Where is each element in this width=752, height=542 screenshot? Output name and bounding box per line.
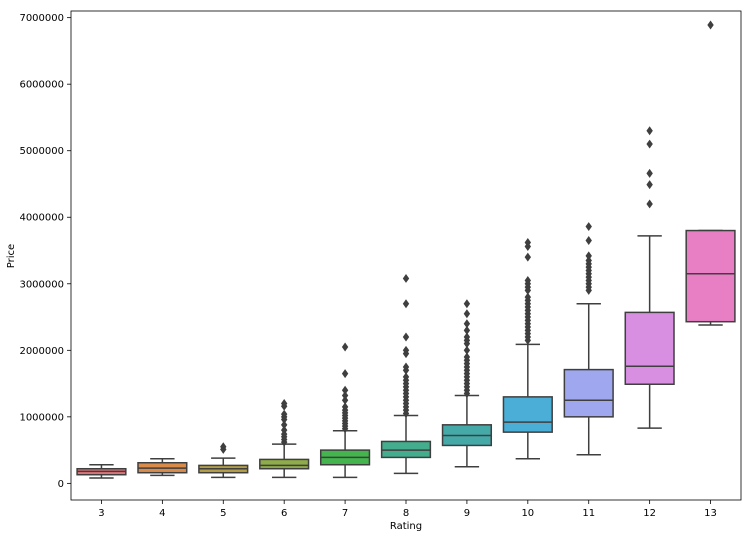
y-tick-label: 0 (58, 479, 64, 490)
outlier-point (402, 299, 410, 309)
outlier-point (646, 168, 653, 178)
outlier-point (524, 238, 532, 248)
outlier-point (646, 139, 653, 149)
outlier-point (585, 236, 592, 246)
outlier-point (280, 409, 288, 419)
outlier-point (585, 222, 592, 232)
x-tick-label: 7 (342, 508, 348, 519)
box-group-7 (319, 342, 371, 479)
outlier-point (341, 369, 349, 379)
outlier-point (341, 391, 349, 401)
outlier-point (463, 319, 471, 329)
outlier-point (463, 325, 471, 335)
outlier-point (646, 126, 653, 136)
box-group-5 (198, 442, 249, 479)
outlier-point (463, 345, 471, 355)
outlier-point (707, 20, 714, 30)
outlier-point (463, 352, 471, 362)
outlier-point (585, 256, 592, 265)
y-tick-label: 7000000 (19, 13, 64, 24)
x-tick-label: 4 (159, 508, 165, 519)
box-group-10 (502, 238, 553, 460)
outlier-point (585, 251, 592, 261)
x-tick-label: 13 (704, 508, 717, 519)
y-tick-label: 5000000 (19, 146, 64, 157)
x-tick-label: 12 (643, 508, 656, 519)
y-tick-label: 4000000 (19, 213, 64, 224)
outlier-point (402, 362, 410, 372)
y-tick-label: 3000000 (19, 279, 64, 290)
box-iqr (685, 229, 736, 323)
outlier-point (280, 420, 288, 430)
box-group-12 (624, 126, 675, 429)
outlier-point (341, 385, 349, 395)
y-tick-label: 1000000 (19, 412, 64, 423)
x-tick-label: 3 (98, 508, 104, 519)
outlier-point (341, 402, 349, 412)
y-axis-label: Price (6, 244, 17, 268)
outlier-point (402, 372, 410, 382)
outlier-point (463, 332, 471, 342)
outlier-point (341, 342, 349, 352)
x-tick-label: 5 (220, 508, 226, 519)
x-tick-label: 6 (281, 508, 287, 519)
outlier-point (220, 442, 227, 452)
x-tick-label: 9 (464, 508, 470, 519)
outlier-point (402, 332, 410, 342)
outlier-point (646, 180, 653, 190)
box-group-6 (259, 399, 310, 479)
outlier-point (524, 252, 532, 262)
y-tick-label: 6000000 (19, 80, 64, 91)
outlier-point (646, 199, 653, 209)
box-group-13 (685, 20, 736, 326)
outlier-point (524, 292, 532, 302)
x-tick-label: 10 (521, 508, 534, 519)
outlier-point (280, 425, 288, 435)
box-group-4 (137, 458, 188, 477)
outlier-point (402, 273, 410, 283)
box-group-8 (380, 273, 432, 475)
box-iqr (563, 368, 614, 418)
box-group-9 (441, 299, 493, 468)
box-iqr (502, 396, 553, 433)
x-axis-label: Rating (390, 521, 422, 532)
outlier-point (341, 395, 349, 405)
outlier-point (280, 399, 288, 409)
y-tick-label: 2000000 (19, 346, 64, 357)
outlier-point (402, 345, 410, 355)
box-iqr (259, 458, 310, 470)
box-group-11 (563, 222, 614, 456)
x-tick-label: 11 (582, 508, 595, 519)
box-iqr (624, 311, 675, 385)
x-tick-label: 8 (403, 508, 409, 519)
box-group-3 (76, 463, 127, 479)
outlier-point (463, 309, 471, 319)
outlier-point (463, 299, 471, 309)
outlier-point (524, 275, 532, 285)
